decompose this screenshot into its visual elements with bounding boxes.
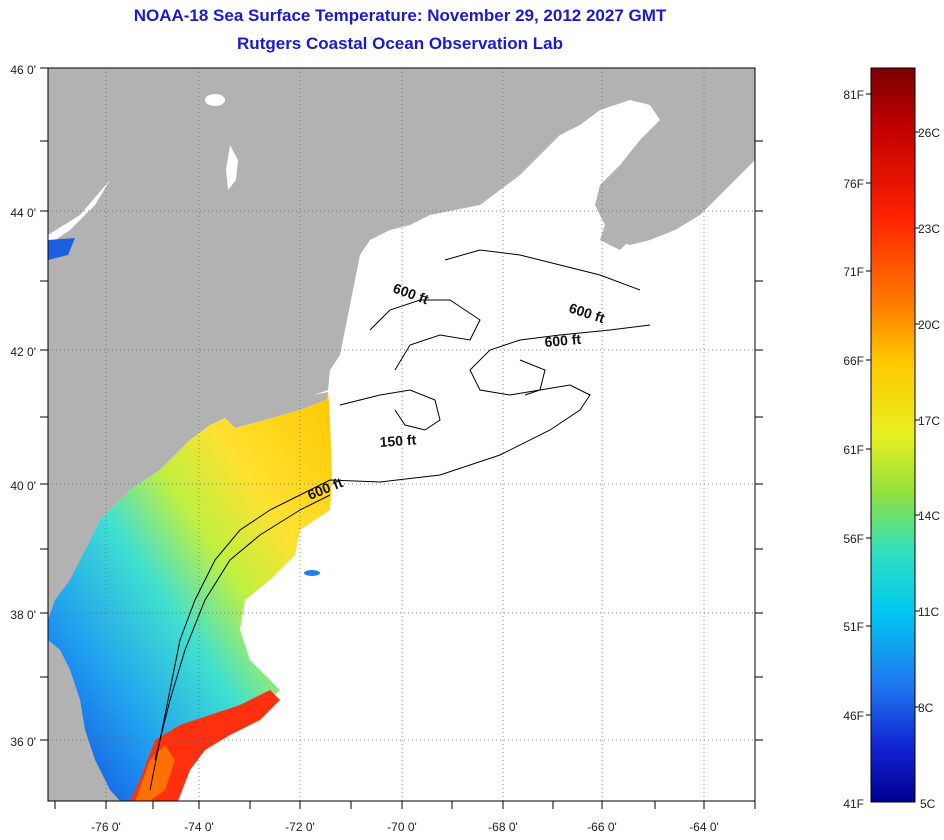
sst-warm-core	[135, 745, 175, 801]
colorbar-c-label: 8C	[918, 701, 934, 715]
land-long-island	[225, 392, 328, 428]
lon-label: -74 0'	[184, 820, 214, 834]
lake	[226, 145, 238, 190]
colorbar-f-label: 81F	[843, 88, 864, 102]
colorbar-ticks	[866, 93, 920, 716]
lake	[48, 180, 110, 245]
map-title: NOAA-18 Sea Surface Temperature: Novembe…	[133, 6, 667, 25]
colorbar-c-label: 5C	[920, 797, 936, 811]
contour-label: 150 ft	[379, 431, 417, 450]
colorbar	[870, 67, 916, 803]
axis-ticks	[40, 67, 763, 809]
lat-label: 44 0'	[10, 206, 36, 220]
colorbar-c-label: 17C	[918, 414, 940, 428]
lon-label: -64 0'	[689, 820, 719, 834]
lon-label: -76 0'	[91, 820, 121, 834]
map-subtitle: Rutgers Coastal Ocean Observation Lab	[237, 34, 563, 53]
lat-label: 42 0'	[10, 345, 36, 359]
colorbar-f-label: 76F	[843, 177, 864, 191]
bathymetry-contours	[149, 249, 651, 791]
lon-label: -70 0'	[387, 820, 417, 834]
lat-label: 38 0'	[10, 608, 36, 622]
colorbar-f-label: 56F	[843, 532, 864, 546]
colorbar-c-labels: 26C 23C 20C 17C 14C 11C 8C 5C	[918, 126, 940, 811]
lon-label: -72 0'	[285, 820, 315, 834]
colorbar-f-label: 61F	[843, 443, 864, 457]
colorbar-f-label: 66F	[843, 354, 864, 368]
sst-patch	[48, 238, 75, 260]
colorbar-c-label: 11C	[918, 605, 939, 619]
lat-label: 40 0'	[10, 479, 36, 493]
lat-label: 36 0'	[10, 735, 36, 749]
colorbar-c-label: 20C	[918, 318, 940, 332]
colorbar-c-label: 23C	[918, 222, 940, 236]
colorbar-c-label: 14C	[918, 509, 940, 523]
lake	[205, 94, 225, 106]
land-nova-scotia	[595, 115, 755, 245]
lon-label: -66 0'	[587, 820, 617, 834]
colorbar-f-label: 41F	[843, 797, 864, 811]
sst-patch	[304, 570, 320, 576]
colorbar-f-label: 71F	[843, 265, 864, 279]
land-southern	[48, 640, 120, 801]
lat-label: 46 0'	[10, 63, 36, 77]
contour-label: 600 ft	[544, 331, 582, 350]
colorbar-f-label: 46F	[843, 709, 864, 723]
colorbar-c-label: 26C	[918, 126, 940, 140]
lon-label: -68 0'	[488, 820, 518, 834]
colorbar-f-labels: 81F 76F 71F 66F 61F 56F 51F 46F 41F	[843, 88, 864, 811]
colorbar-f-label: 51F	[843, 620, 864, 634]
